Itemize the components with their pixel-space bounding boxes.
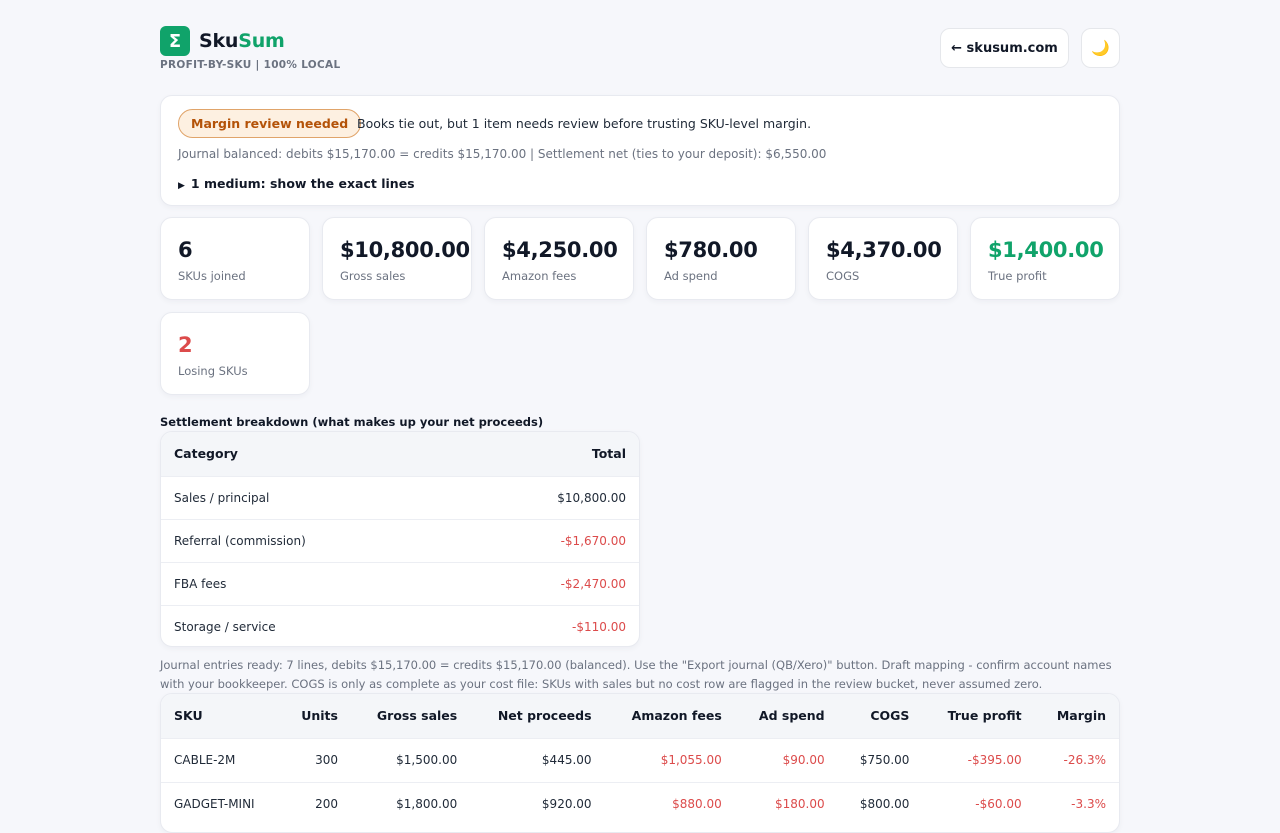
metric-value: $4,250.00 [502, 238, 618, 262]
metric-cogs: $4,370.00 COGS [808, 217, 958, 300]
sku-cell: CABLE-2M [161, 737, 281, 782]
details-toggle-label: 1 medium: show the exact lines [190, 176, 415, 191]
category-cell: Storage / service [174, 620, 276, 634]
sku-table-grid: SKU Units Gross sales Net proceeds Amazo… [161, 694, 1119, 826]
metric-label: COGS [826, 269, 860, 283]
metric-value: $4,370.00 [826, 238, 942, 262]
true-profit-cell: -$395.00 [922, 737, 1035, 782]
metric-label: Ad spend [664, 269, 718, 283]
units-cell: 300 [280, 737, 351, 782]
settlement-table: Category Total Sales / principal $10,800… [160, 431, 640, 647]
metric-label: True profit [988, 269, 1047, 283]
table-row: CABLE-2M 300 $1,500.00 $445.00 $1,055.00… [161, 737, 1119, 782]
metric-skus-joined: 6 SKUs joined [160, 217, 310, 300]
table-row: Referral (commission) -$1,670.00 [161, 519, 639, 562]
metric-amazon-fees: $4,250.00 Amazon fees [484, 217, 634, 300]
category-cell: Sales / principal [174, 491, 270, 505]
sku-table: SKU Units Gross sales Net proceeds Amazo… [160, 693, 1120, 833]
margin-cell: -26.3% [1034, 737, 1119, 782]
column-header[interactable]: COGS [837, 694, 923, 738]
total-cell: -$110.00 [572, 620, 626, 634]
metric-ad-spend: $780.00 Ad spend [646, 217, 796, 300]
theme-toggle-button[interactable]: 🌙 [1081, 28, 1120, 68]
site-link-button[interactable]: ← skusum.com [940, 28, 1069, 68]
column-header[interactable]: Units [280, 694, 351, 738]
net-proceeds-cell: $445.00 [470, 737, 605, 782]
column-header[interactable]: True profit [922, 694, 1035, 738]
brand-name-part2: Sum [238, 30, 285, 52]
ad-spend-cell: $90.00 [734, 737, 838, 782]
brand[interactable]: Σ SkuSum [160, 26, 285, 56]
table-row: FBA fees -$2,470.00 [161, 562, 639, 605]
column-header[interactable]: Ad spend [734, 694, 838, 738]
total-cell: $10,800.00 [557, 491, 626, 505]
cogs-cell: $750.00 [837, 737, 923, 782]
column-header[interactable]: Amazon fees [604, 694, 735, 738]
table-row: Storage / service -$110.00 [161, 605, 639, 646]
metric-value: $1,400.00 [988, 238, 1104, 262]
gross-sales-cell: $1,800.00 [350, 781, 471, 826]
status-message: Books tie out, but 1 item needs review b… [357, 116, 812, 131]
disclosure-triangle-icon: ▶ [178, 181, 185, 191]
table-row: GADGET-MINI 200 $1,800.00 $920.00 $880.0… [161, 781, 1119, 826]
category-cell: Referral (commission) [174, 534, 306, 548]
total-cell: -$1,670.00 [560, 534, 626, 548]
metric-true-profit: $1,400.00 True profit [970, 217, 1120, 300]
amazon-fees-cell: $1,055.00 [604, 737, 735, 782]
column-header[interactable]: SKU [161, 694, 281, 738]
metric-label: Losing SKUs [178, 364, 248, 378]
moon-icon: 🌙 [1091, 39, 1110, 57]
column-header: Category [174, 446, 238, 461]
true-profit-cell: -$60.00 [922, 781, 1035, 826]
settlement-title: Settlement breakdown (what makes up your… [160, 415, 544, 429]
table-header-row: Category Total [161, 432, 639, 476]
total-cell: -$2,470.00 [560, 577, 626, 591]
brand-name: SkuSum [199, 30, 285, 52]
margin-review-badge: Margin review needed [178, 109, 362, 138]
amazon-fees-cell: $880.00 [604, 781, 735, 826]
category-cell: FBA fees [174, 577, 227, 591]
header: Σ SkuSum PROFIT-BY-SKU | 100% LOCAL ← sk… [160, 0, 1120, 95]
sigma-logo-icon: Σ [160, 26, 190, 56]
brand-name-part1: Sku [199, 30, 239, 52]
metric-value: $10,800.00 [340, 238, 470, 262]
cogs-cell: $800.00 [837, 781, 923, 826]
margin-cell: -3.3% [1034, 781, 1119, 826]
table-header-row: SKU Units Gross sales Net proceeds Amazo… [161, 694, 1119, 738]
table-row: Sales / principal $10,800.00 [161, 476, 639, 519]
column-header[interactable]: Margin [1034, 694, 1119, 738]
metric-label: SKUs joined [178, 269, 246, 283]
gross-sales-cell: $1,500.00 [350, 737, 471, 782]
column-header[interactable]: Gross sales [350, 694, 471, 738]
tagline: PROFIT-BY-SKU | 100% LOCAL [160, 59, 341, 71]
metric-label: Amazon fees [502, 269, 577, 283]
metric-value: 2 [178, 333, 193, 357]
column-header[interactable]: Net proceeds [470, 694, 605, 738]
units-cell: 200 [280, 781, 351, 826]
metric-value: 6 [178, 238, 193, 262]
metric-losing-skus: 2 Losing SKUs [160, 312, 310, 395]
column-header: Total [591, 446, 626, 461]
metric-gross-sales: $10,800.00 Gross sales [322, 217, 472, 300]
metric-label: Gross sales [340, 269, 406, 283]
journal-note: Journal entries ready: 7 lines, debits $… [160, 658, 1112, 691]
details-toggle[interactable]: ▶ 1 medium: show the exact lines [178, 176, 415, 191]
sku-cell: GADGET-MINI [161, 781, 281, 826]
ad-spend-cell: $180.00 [734, 781, 838, 826]
journal-balance-text: Journal balanced: debits $15,170.00 = cr… [178, 147, 827, 161]
net-proceeds-cell: $920.00 [470, 781, 605, 826]
status-card: Margin review needed Books tie out, but … [160, 95, 1120, 206]
metric-value: $780.00 [664, 238, 758, 262]
